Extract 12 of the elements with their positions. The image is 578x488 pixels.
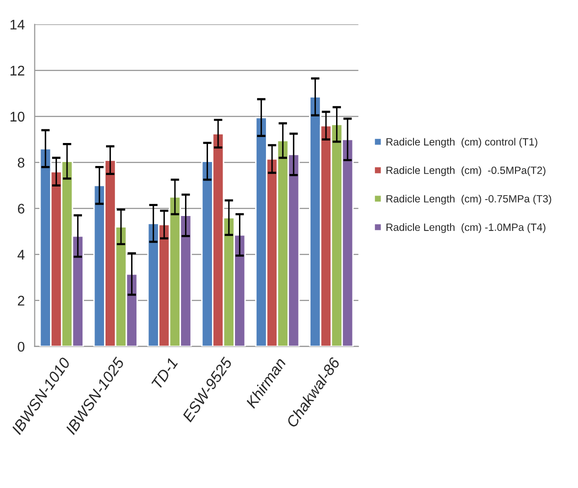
y-tick-label: 4 <box>18 250 25 260</box>
legend-label: Radicle Length (cm) -0.75MPa (T3) <box>386 194 552 205</box>
y-tick-label: 2 <box>18 296 24 306</box>
y-tick-label: 8 <box>18 158 24 168</box>
y-tick-label: 6 <box>18 204 24 214</box>
y-tick-label: 14 <box>10 20 25 30</box>
legend-label: Radicle Length (cm) control (T1) <box>386 138 538 148</box>
legend-label: Radicle Length (cm) -1.0MPa (T4) <box>386 223 546 233</box>
y-tick-label: 12 <box>10 66 24 76</box>
legend-label: Radicle Length (cm) -0.5MPa(T2) <box>386 166 546 176</box>
y-tick-label: 0 <box>18 342 24 352</box>
y-tick-label: 10 <box>10 112 24 122</box>
